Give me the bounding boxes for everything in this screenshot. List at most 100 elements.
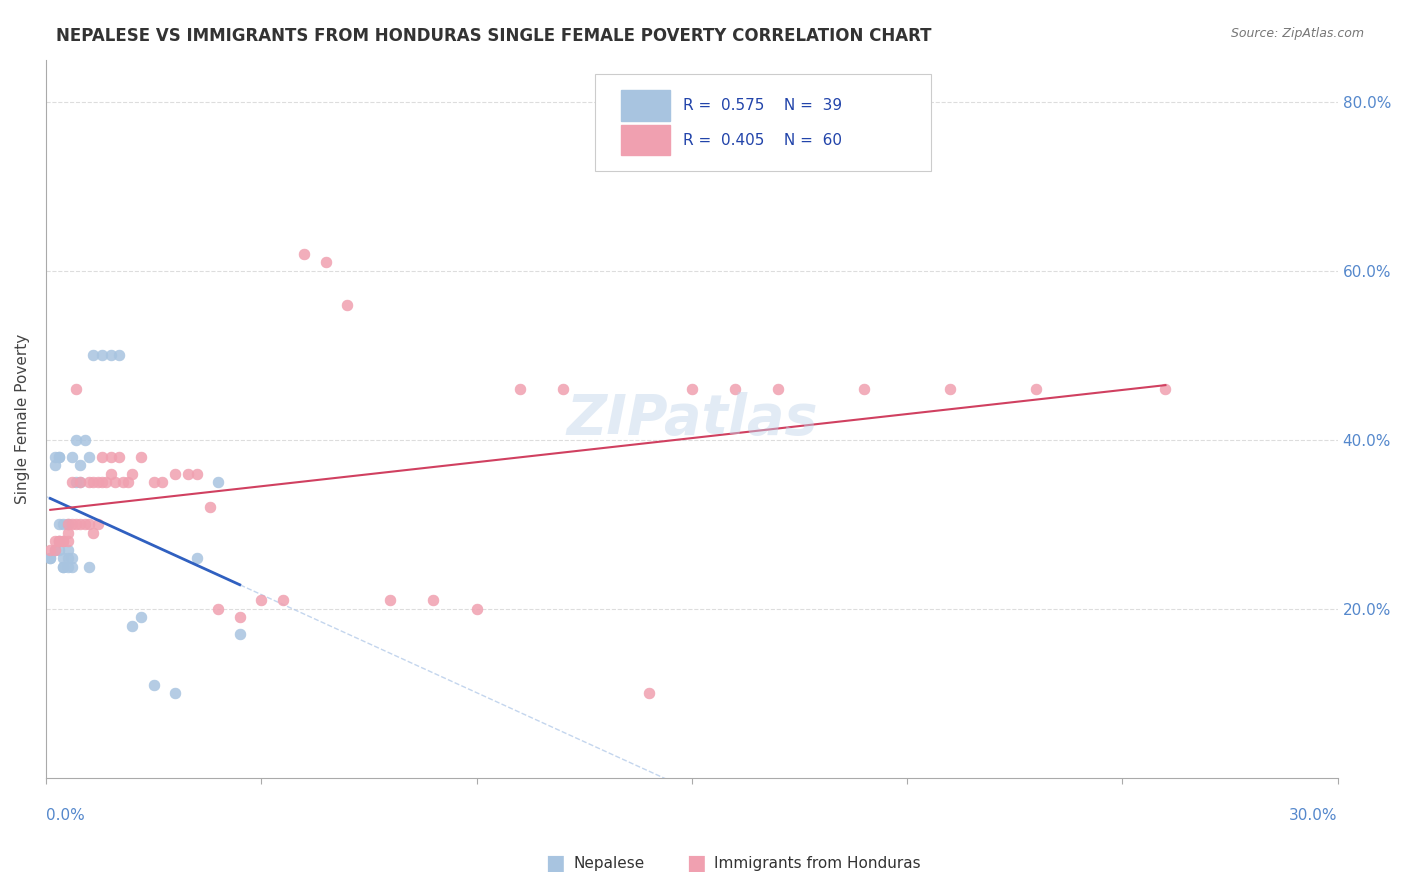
Point	[82, 348, 104, 362]
Point	[56, 534, 79, 549]
Point	[465, 602, 488, 616]
Text: 30.0%: 30.0%	[1289, 808, 1337, 823]
Point	[96, 475, 118, 490]
Point	[1154, 382, 1177, 396]
Text: 0.0%: 0.0%	[46, 808, 84, 823]
Point	[56, 517, 79, 532]
Point	[60, 551, 83, 566]
Point	[52, 517, 75, 532]
Point	[142, 475, 165, 490]
FancyBboxPatch shape	[621, 125, 669, 155]
Point	[121, 619, 143, 633]
Point	[48, 517, 70, 532]
Point	[198, 500, 221, 515]
Text: R =  0.575    N =  39: R = 0.575 N = 39	[683, 98, 842, 113]
Point	[60, 559, 83, 574]
Point	[100, 450, 122, 464]
Point	[104, 475, 127, 490]
Point	[44, 458, 66, 473]
Point	[52, 559, 75, 574]
Point	[129, 450, 152, 464]
Point	[142, 678, 165, 692]
Point	[939, 382, 962, 396]
Point	[60, 450, 83, 464]
Text: ZIPatlas: ZIPatlas	[567, 392, 817, 446]
Point	[91, 450, 114, 464]
Point	[48, 534, 70, 549]
Point	[65, 475, 87, 490]
Point	[129, 610, 152, 624]
Point	[336, 298, 359, 312]
Point	[422, 593, 444, 607]
Point	[637, 686, 659, 700]
Point	[44, 534, 66, 549]
Point	[551, 382, 574, 396]
Point	[65, 517, 87, 532]
Point	[509, 382, 531, 396]
Point	[121, 467, 143, 481]
Point	[56, 559, 79, 574]
FancyBboxPatch shape	[621, 90, 669, 120]
Point	[69, 475, 91, 490]
Point	[86, 517, 108, 532]
Point	[186, 551, 208, 566]
Point	[56, 517, 79, 532]
Y-axis label: Single Female Poverty: Single Female Poverty	[15, 334, 30, 504]
Point	[44, 542, 66, 557]
Point	[56, 542, 79, 557]
Point	[228, 610, 250, 624]
Point	[681, 382, 703, 396]
Text: Source: ZipAtlas.com: Source: ZipAtlas.com	[1230, 27, 1364, 40]
Point	[65, 433, 87, 447]
Text: Immigrants from Honduras: Immigrants from Honduras	[714, 856, 921, 871]
Point	[117, 475, 139, 490]
Point	[186, 467, 208, 481]
FancyBboxPatch shape	[595, 74, 931, 171]
Point	[207, 602, 229, 616]
Point	[48, 534, 70, 549]
Point	[48, 450, 70, 464]
Point	[108, 450, 131, 464]
Point	[150, 475, 173, 490]
Point	[86, 475, 108, 490]
Point	[60, 475, 83, 490]
Text: ■: ■	[546, 854, 565, 873]
Point	[52, 551, 75, 566]
Point	[44, 450, 66, 464]
Point	[69, 458, 91, 473]
Point	[56, 551, 79, 566]
Point	[48, 542, 70, 557]
Point	[69, 475, 91, 490]
Point	[100, 348, 122, 362]
Point	[48, 450, 70, 464]
Point	[77, 450, 100, 464]
Point	[77, 517, 100, 532]
Point	[91, 348, 114, 362]
Point	[39, 551, 62, 566]
Point	[39, 542, 62, 557]
Point	[766, 382, 789, 396]
Point	[60, 517, 83, 532]
Point	[56, 525, 79, 540]
Point	[77, 475, 100, 490]
Point	[73, 517, 96, 532]
Point	[165, 686, 187, 700]
Point	[69, 517, 91, 532]
Text: ■: ■	[686, 854, 706, 873]
Point	[292, 247, 315, 261]
Point	[73, 433, 96, 447]
Point	[39, 551, 62, 566]
Text: NEPALESE VS IMMIGRANTS FROM HONDURAS SINGLE FEMALE POVERTY CORRELATION CHART: NEPALESE VS IMMIGRANTS FROM HONDURAS SIN…	[56, 27, 932, 45]
Point	[271, 593, 294, 607]
Text: R =  0.405    N =  60: R = 0.405 N = 60	[683, 133, 842, 147]
Point	[100, 467, 122, 481]
Point	[724, 382, 747, 396]
Point	[250, 593, 273, 607]
Point	[108, 348, 131, 362]
Point	[52, 559, 75, 574]
Point	[315, 255, 337, 269]
Point	[82, 525, 104, 540]
Point	[82, 475, 104, 490]
Point	[165, 467, 187, 481]
Point	[207, 475, 229, 490]
